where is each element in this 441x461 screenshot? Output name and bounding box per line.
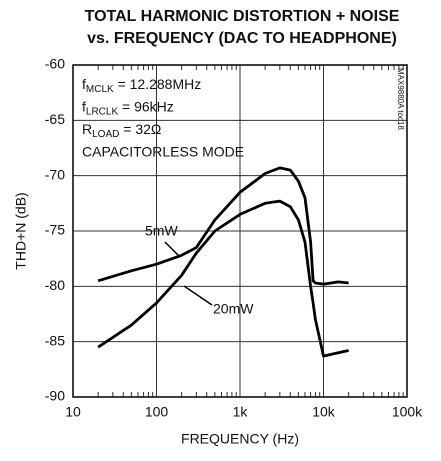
annotation-text: f (82, 98, 86, 114)
annotation-text: R (82, 121, 92, 137)
annotation-sub: MCLK (86, 84, 114, 95)
y-tick-label: -60 (45, 56, 65, 72)
y-tick-label: -90 (45, 388, 65, 404)
line (97, 199, 349, 358)
y-tick-label: -80 (45, 277, 65, 293)
x-tick-label: 10k (312, 404, 336, 420)
line (97, 166, 349, 286)
series-label: 20mW (213, 301, 254, 317)
annotation: fLRCLK = 96kHz (82, 98, 174, 117)
y-tick-label: -65 (45, 111, 65, 127)
y-axis-label: THD+N (dB) (13, 192, 29, 269)
annotation-text: CAPACITORLESS MODE (82, 143, 244, 159)
chart-title: TOTAL HARMONIC DISTORTION + NOISE (85, 8, 400, 25)
plot-frame (72, 64, 408, 398)
y-tick-label: -70 (45, 166, 65, 182)
x-axis-label: FREQUENCY (Hz) (181, 431, 299, 447)
x-tick-label: 1k (233, 404, 249, 420)
label-arrow (164, 241, 181, 258)
y-tick-label: -75 (45, 222, 65, 238)
side-note: MAX9880A toc18 (396, 68, 405, 130)
annotation-text: = 96kHz (118, 98, 174, 114)
annotation-sub: LRCLK (86, 106, 119, 117)
y-tick-label: -85 (45, 332, 65, 348)
x-tick-label: 10 (65, 404, 81, 420)
x-tick-label: 100k (392, 404, 423, 420)
x-tick-label: 100 (145, 404, 169, 420)
series-label: 5mW (145, 223, 178, 239)
annotation: RLOAD = 32Ω (82, 121, 161, 140)
annotation: CAPACITORLESS MODE (82, 143, 244, 159)
annotation-text: = 32Ω (119, 121, 161, 137)
annotation-text: = 12.288MHz (114, 76, 202, 92)
label-arrow (183, 285, 213, 306)
chart-title: vs. FREQUENCY (DAC TO HEADPHONE) (87, 30, 397, 47)
annotation: fMCLK = 12.288MHz (82, 76, 201, 95)
annotation-sub: LOAD (92, 129, 119, 140)
annotation-text: f (82, 76, 86, 92)
